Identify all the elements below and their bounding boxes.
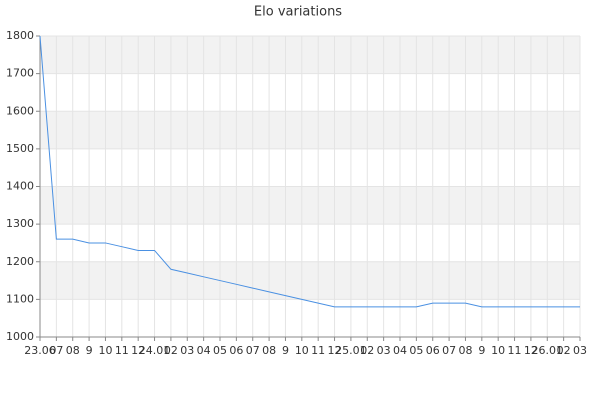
x-tick-label: 11	[115, 344, 129, 357]
x-tick-label: 24.01	[139, 344, 171, 357]
x-tick-label: 10	[98, 344, 112, 357]
x-tick-label: 11	[311, 344, 325, 357]
x-tick-label: 9	[478, 344, 485, 357]
x-tick-label: 03	[377, 344, 391, 357]
x-tick-label: 23.06	[24, 344, 56, 357]
y-tick-label: 1100	[6, 292, 34, 305]
x-tick-label: 05	[213, 344, 227, 357]
x-tick-label: 12	[524, 344, 538, 357]
grid-band	[40, 36, 580, 74]
x-tick-label: 07	[246, 344, 260, 357]
x-tick-label: 03	[573, 344, 587, 357]
x-tick-label: 12	[328, 344, 342, 357]
x-tick-label: 10	[491, 344, 505, 357]
chart-title: Elo variations	[254, 5, 342, 20]
y-tick-label: 1500	[6, 142, 34, 155]
x-tick-label: 07	[49, 344, 63, 357]
x-tick-label: 08	[458, 344, 472, 357]
x-tick-label: 06	[426, 344, 440, 357]
x-tick-label: 26.01	[532, 344, 564, 357]
x-tick-label: 10	[295, 344, 309, 357]
y-tick-label: 1400	[6, 180, 34, 193]
x-tick-label: 08	[262, 344, 276, 357]
x-tick-label: 05	[409, 344, 423, 357]
grid-band	[40, 186, 580, 225]
y-tick-label: 1600	[6, 104, 34, 117]
x-tick-label: 02	[360, 344, 374, 357]
grid-band	[40, 111, 580, 149]
series-line	[39, 35, 580, 308]
x-tick-label: 04	[197, 344, 211, 357]
x-tick-label: 03	[180, 344, 194, 357]
x-tick-label: 25.01	[335, 344, 367, 357]
y-tick-label: 1700	[6, 67, 34, 80]
y-tick-label: 1300	[6, 217, 34, 230]
x-tick-label: 04	[393, 344, 407, 357]
x-tick-label: 06	[229, 344, 243, 357]
x-tick-label: 07	[442, 344, 456, 357]
x-tick-label: 11	[508, 344, 522, 357]
y-tick-label: 1200	[6, 255, 34, 268]
x-tick-label: 12	[131, 344, 145, 357]
x-tick-label: 02	[557, 344, 571, 357]
grid-band	[40, 261, 580, 300]
x-tick-label: 02	[164, 344, 178, 357]
y-tick-label: 1800	[6, 29, 34, 42]
y-tick-label: 1000	[6, 330, 34, 343]
x-tick-label: 9	[86, 344, 93, 357]
x-tick-label: 9	[282, 344, 289, 357]
x-tick-label: 08	[66, 344, 80, 357]
